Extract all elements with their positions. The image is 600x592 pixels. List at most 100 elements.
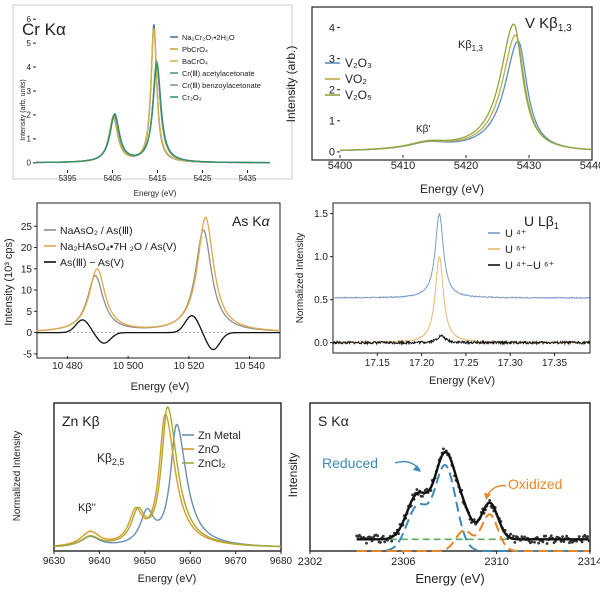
panel-zn-kb-kbpp-label: Kβ'' — [78, 502, 96, 514]
panel-as-ka-frame — [36, 202, 281, 359]
y-tick-label-0-3: 3 — [27, 87, 32, 96]
data-point-112 — [512, 534, 515, 538]
series-line-0 — [332, 213, 591, 300]
y-tick-label-2-1: 0 — [26, 328, 32, 339]
legend-label-2: V₂O₅ — [345, 88, 372, 102]
panel-as-ka-ylabel: Intensity (10³ cps) — [3, 238, 15, 325]
y-tick-label-0-0: 0 — [27, 159, 32, 168]
legend-label-2: As(Ⅲ) − As(V) — [60, 257, 124, 269]
legend-label-1: PbCrO₄ — [182, 45, 208, 54]
panel-cr-ka-title: Cr Kα — [22, 20, 66, 39]
panel-s-ka-oxidized-label: Oxidized — [508, 476, 562, 492]
panel-as-ka: As Kα Energy (eV) Intensity (10³ cps) Na… — [3, 202, 281, 393]
y-tick-label-3-1: 0.5 — [314, 295, 328, 306]
legend-label-1: ZnO — [198, 444, 220, 456]
series-line-2 — [339, 23, 593, 151]
x-tick-label-1-3: 5430 — [517, 160, 541, 172]
panel-zn-kb: Zn Kβ Kβ2,5 Kβ'' Energy (eV) Normalized … — [12, 402, 282, 585]
data-point-146 — [559, 540, 563, 543]
oxidized-component — [356, 513, 589, 552]
y-tick-label-2-6: 25 — [21, 222, 33, 233]
panel-as-ka-xlabel: Energy (eV) — [131, 381, 190, 393]
data-point-47 — [421, 494, 424, 498]
legend-label-1: VO₂ — [345, 72, 367, 86]
x-tick-label-2-1: 10 500 — [113, 361, 144, 372]
data-point-40 — [411, 493, 415, 497]
panel-zn-kb-kb25-label: Kβ2,5 — [97, 451, 124, 467]
x-tick-label-3-3: 17.30 — [498, 358, 523, 369]
y-tick-label-1-4: 4 — [329, 22, 335, 34]
x-tick-label-4-1: 9640 — [88, 556, 111, 567]
y-tick-label-3-2: 1.0 — [314, 252, 328, 263]
panel-s-ka-oxidized-arrowhead — [484, 493, 491, 500]
legend-label-0: Na₂Cr₂O₇•2H₂O — [182, 33, 235, 42]
data-point-136 — [545, 542, 549, 545]
data-point-139 — [549, 534, 553, 538]
reduced-component — [356, 464, 589, 552]
panel-zn-kb-xlabel: Energy (eV) — [138, 573, 197, 585]
legend-label-2: BaCrO₄ — [182, 57, 208, 66]
series-line-0 — [53, 423, 282, 548]
x-tick-label-0-3: 5425 — [194, 174, 212, 183]
data-point-127 — [533, 540, 536, 544]
data-point-130 — [537, 541, 541, 545]
x-tick-label-3-0: 17.15 — [365, 358, 390, 369]
panel-u-lb-title: U Lβ1 — [524, 213, 559, 231]
data-point-25 — [390, 539, 394, 543]
series-line-0 — [339, 40, 593, 152]
panel-v-kb-title: V Kβ1,3 — [525, 15, 572, 34]
panel-s-ka-ylabel: Intensity — [286, 453, 300, 498]
legend-label-0: U ⁴⁺ — [505, 228, 527, 240]
data-point-159 — [577, 535, 581, 538]
y-tick-label-3-3: 1.5 — [314, 209, 328, 220]
y-tick-label-0-5: 5 — [27, 39, 32, 48]
data-point-19 — [381, 534, 385, 538]
data-point-148 — [562, 540, 566, 544]
series-line-2 — [53, 405, 282, 548]
data-point-150 — [565, 534, 569, 538]
data-point-125 — [530, 540, 534, 544]
panel-zn-kb-legend: Zn Metal ZnO ZnCl₂ — [182, 430, 241, 470]
legend-label-0: Zn Metal — [198, 430, 241, 442]
y-tick-label-1-1: 1 — [329, 116, 335, 128]
panel-zn-kb-ylabel: Normalized Intensity — [12, 431, 23, 522]
data-point-165 — [586, 535, 590, 538]
panel-s-ka-reduced-arrowhead — [413, 465, 421, 472]
legend-label-3: Cr(Ⅲ) acetylacetonate — [182, 69, 255, 78]
x-tick-label-1-2: 5420 — [454, 160, 478, 172]
data-point-133 — [541, 540, 545, 544]
panel-s-ka-frame — [309, 402, 591, 552]
legend-label-4: Cr(Ⅲ) benzoylacetonate — [182, 81, 261, 90]
panel-v-kb-ylabel: Intensity (arb.) — [284, 46, 298, 123]
data-point-62 — [442, 447, 445, 451]
panel-cr-ka-legend: Na₂Cr₂O₇•2H₂O PbCrO₄ BaCrO₄ Cr(Ⅲ) acetyl… — [170, 33, 261, 102]
x-tick-label-2-0: 10 480 — [52, 361, 83, 372]
panel-s-ka-title: S Kα — [318, 413, 349, 429]
data-point-129 — [535, 535, 539, 539]
series-line-1 — [36, 216, 281, 332]
panel-v-kb-frame — [311, 6, 593, 161]
data-point-15 — [376, 534, 380, 538]
x-tick-label-4-5: 9680 — [270, 556, 293, 567]
series-line-1 — [339, 34, 593, 152]
legend-label-1: Na₂HAsO₄•7H ₂O / As(V) — [60, 241, 176, 253]
panel-as-ka-legend: NaAsO₂ / As(Ⅲ) Na₂HAsO₄•7H ₂O / As(V) As… — [44, 225, 176, 269]
x-tick-label-5-0: 2302 — [298, 556, 322, 568]
panel-cr-ka-xlabel: Energy (eV) — [134, 189, 177, 198]
panel-as-ka-title: As Kα — [232, 213, 271, 229]
x-tick-label-4-2: 9650 — [134, 556, 157, 567]
y-tick-label-2-4: 15 — [21, 264, 33, 275]
series-line-5 — [35, 62, 270, 164]
y-tick-label-0-2: 2 — [27, 111, 32, 120]
y-tick-label-2-3: 10 — [21, 286, 33, 297]
y-tick-label-0-4: 4 — [27, 63, 32, 72]
x-tick-label-2-3: 10 540 — [234, 361, 265, 372]
data-point-120 — [523, 535, 527, 539]
series-line-2 — [37, 315, 280, 351]
panel-u-lb-legend: U ⁴⁺ U ⁶⁺ U ⁴⁺−U ⁶⁺ — [488, 228, 554, 272]
panel-zn-kb-title: Zn Kβ — [62, 413, 100, 429]
legend-label-2: ZnCl₂ — [198, 458, 226, 470]
panel-u-lb: U Lβ1 Energy (KeV) Normalized Intensity … — [295, 202, 591, 387]
data-point-17 — [379, 541, 382, 544]
